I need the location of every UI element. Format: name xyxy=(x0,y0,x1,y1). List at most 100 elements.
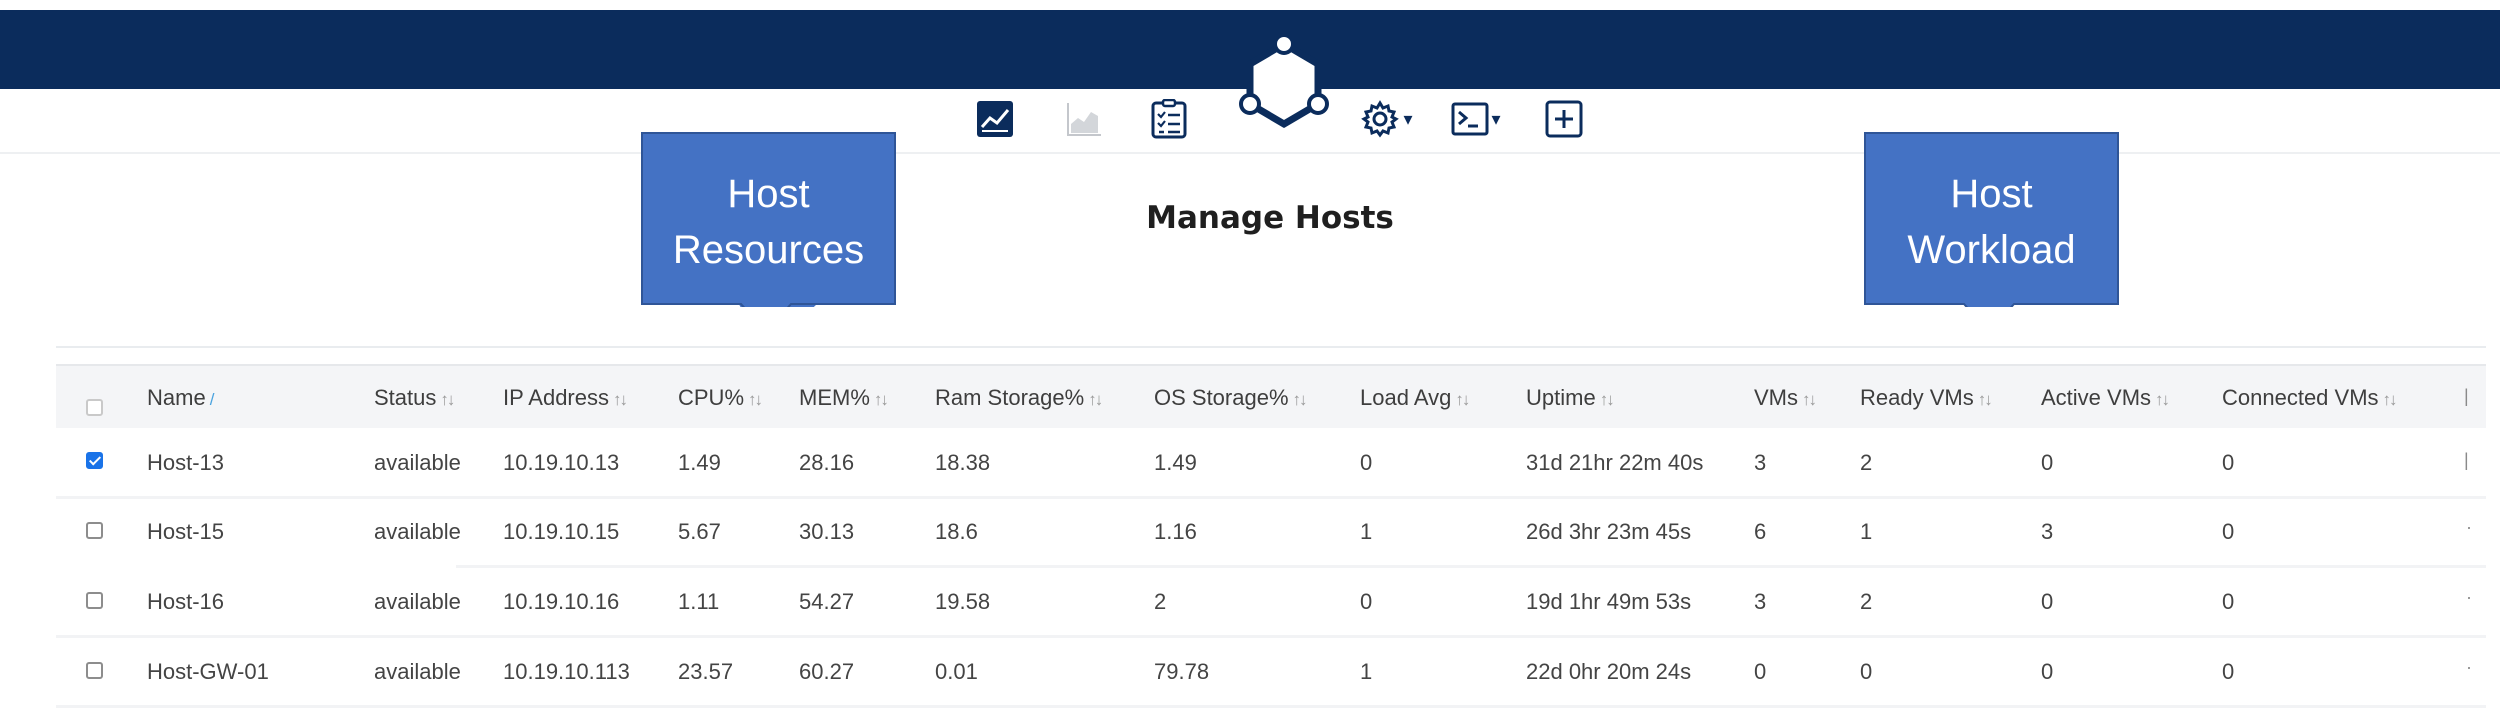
host-status: available xyxy=(374,659,461,684)
callout-host-resources: Host Resources xyxy=(641,132,896,307)
sort-icon: ↑↓ xyxy=(2382,390,2398,409)
column-header-cpu[interactable]: CPU% ↑↓ xyxy=(678,383,763,415)
callout-line-1: Host xyxy=(1950,172,2033,216)
add-host-button[interactable] xyxy=(1543,96,1585,142)
row-overflow: · xyxy=(2466,657,2472,677)
app-logo xyxy=(1238,32,1330,136)
column-header-label: Status xyxy=(374,385,437,410)
column-header-name[interactable]: Name / xyxy=(147,383,215,415)
sort-icon: / xyxy=(209,390,215,409)
row-divider xyxy=(56,705,2486,708)
dashboard-button[interactable] xyxy=(974,96,1016,142)
row-overflow: | xyxy=(2464,450,2469,470)
host-ram-storage: 0.01 xyxy=(935,659,978,684)
column-header-uptime[interactable]: Uptime ↑↓ xyxy=(1526,383,1615,415)
terminal-icon xyxy=(1451,102,1489,136)
host-load-avg: 0 xyxy=(1360,450,1373,475)
column-header-label: IP Address xyxy=(503,385,609,410)
host-uptime: 19d 1hr 49m 53s xyxy=(1526,589,1692,614)
host-status: available xyxy=(374,589,461,614)
page-title: Manage Hosts xyxy=(1146,200,1394,236)
row-divider xyxy=(56,496,2486,499)
callout-line-1: Host xyxy=(727,172,810,216)
column-header-ip-address[interactable]: IP Address ↑↓ xyxy=(503,383,628,415)
column-header-active-vms[interactable]: Active VMs ↑↓ xyxy=(2041,383,2170,415)
host-name[interactable]: Host-GW-01 xyxy=(147,659,269,684)
column-header-ram-storage[interactable]: Ram Storage% ↑↓ xyxy=(935,383,1103,415)
callout-shape xyxy=(1864,132,2119,307)
host-cpu: 5.67 xyxy=(678,519,721,544)
host-ram-storage: 19.58 xyxy=(935,589,991,614)
row-checkbox[interactable] xyxy=(86,522,103,539)
terminal-menu-button[interactable]: ▾ xyxy=(1447,96,1505,142)
select-all-checkbox[interactable] xyxy=(86,399,103,416)
host-ip: 10.19.10.13 xyxy=(503,450,620,475)
divider xyxy=(56,346,2486,348)
checklist-icon xyxy=(1151,99,1187,139)
settings-icon xyxy=(1361,100,1400,138)
column-header-mem[interactable]: MEM% ↑↓ xyxy=(799,383,889,415)
table-row[interactable]: Host-15 available 10.19.10.15 5.67 30.13… xyxy=(56,499,2486,569)
add-icon xyxy=(1545,100,1583,138)
host-connected-vms: 0 xyxy=(2222,589,2235,614)
host-connected-vms: 0 xyxy=(2222,519,2235,544)
host-mem: 60.27 xyxy=(799,659,855,684)
hosts-table: Name / Status ↑↓ IP Address ↑↓ CPU% ↑↓ MEM% ↑… xyxy=(56,364,2486,709)
column-header-label: Load Avg xyxy=(1360,385,1452,410)
table-row[interactable]: Host-16 available 10.19.10.16 1.11 54.27… xyxy=(56,568,2486,638)
host-uptime: 31d 21hr 22m 40s xyxy=(1526,450,1704,475)
sort-icon: ↑↓ xyxy=(2155,390,2170,409)
column-header-ready-vms[interactable]: Ready VMs ↑↓ xyxy=(1860,383,1993,415)
host-uptime: 26d 3hr 23m 45s xyxy=(1526,519,1692,544)
host-uptime: 22d 0hr 20m 24s xyxy=(1526,659,1692,684)
host-connected-vms: 0 xyxy=(2222,659,2235,684)
sort-icon: ↑↓ xyxy=(1977,390,1993,409)
host-name[interactable]: Host-13 xyxy=(147,450,225,475)
host-active-vms: 3 xyxy=(2041,519,2054,544)
column-header-label: Connected VMs xyxy=(2222,385,2379,410)
host-os-storage: 1.16 xyxy=(1154,519,1197,544)
host-vms: 3 xyxy=(1754,589,1767,614)
host-ram-storage: 18.38 xyxy=(935,450,991,475)
host-active-vms: 0 xyxy=(2041,589,2054,614)
host-cpu: 1.49 xyxy=(678,450,721,475)
column-header-vms[interactable]: VMs ↑↓ xyxy=(1754,383,1817,415)
column-header-connected-vms[interactable]: Connected VMs ↑↓ xyxy=(2222,383,2398,415)
host-name[interactable]: Host-16 xyxy=(147,589,225,614)
table-row[interactable]: Host-13 available 10.19.10.13 1.49 28.16… xyxy=(56,428,2486,498)
host-mem: 54.27 xyxy=(799,589,855,614)
row-checkbox[interactable] xyxy=(86,592,103,609)
sort-icon: ↑↓ xyxy=(1292,390,1308,409)
host-vms: 3 xyxy=(1754,450,1767,475)
column-header-label: MEM% xyxy=(799,385,870,410)
table-row[interactable]: Host-GW-01 available 10.19.10.113 23.57 … xyxy=(56,638,2486,708)
row-overflow: · xyxy=(2466,517,2472,537)
host-load-avg: 1 xyxy=(1360,659,1373,684)
settings-menu-button[interactable]: ▾ xyxy=(1356,96,1418,142)
host-name[interactable]: Host-15 xyxy=(147,519,225,544)
host-ip: 10.19.10.16 xyxy=(503,589,620,614)
tasks-button[interactable] xyxy=(1148,96,1190,142)
column-header-overflow: | xyxy=(2464,386,2469,406)
column-header-load-avg[interactable]: Load Avg ↑↓ xyxy=(1360,383,1470,415)
column-header-label: Ready VMs xyxy=(1860,385,1974,410)
column-header-os-storage[interactable]: OS Storage% ↑↓ xyxy=(1154,383,1308,415)
host-os-storage: 1.49 xyxy=(1154,450,1197,475)
column-header-status[interactable]: Status ↑↓ xyxy=(374,383,455,415)
stats-button[interactable] xyxy=(1063,96,1105,142)
host-ready-vms: 2 xyxy=(1860,589,1873,614)
host-ready-vms: 2 xyxy=(1860,450,1873,475)
column-header-label: Uptime xyxy=(1526,385,1596,410)
host-ram-storage: 18.6 xyxy=(935,519,978,544)
sort-icon: ↑↓ xyxy=(1088,390,1103,409)
row-checkbox[interactable] xyxy=(86,452,103,469)
area-chart-icon xyxy=(1067,103,1101,136)
logo-icon xyxy=(1239,33,1329,129)
row-checkbox[interactable] xyxy=(86,662,103,679)
host-load-avg: 0 xyxy=(1360,589,1373,614)
callout-line-2: Resources xyxy=(672,228,865,272)
column-header-label: Active VMs xyxy=(2041,385,2152,410)
callout-host-workload: Host Workload xyxy=(1864,132,2119,307)
host-status: available xyxy=(374,450,461,475)
callout-line-2: Workload xyxy=(1907,228,2076,272)
